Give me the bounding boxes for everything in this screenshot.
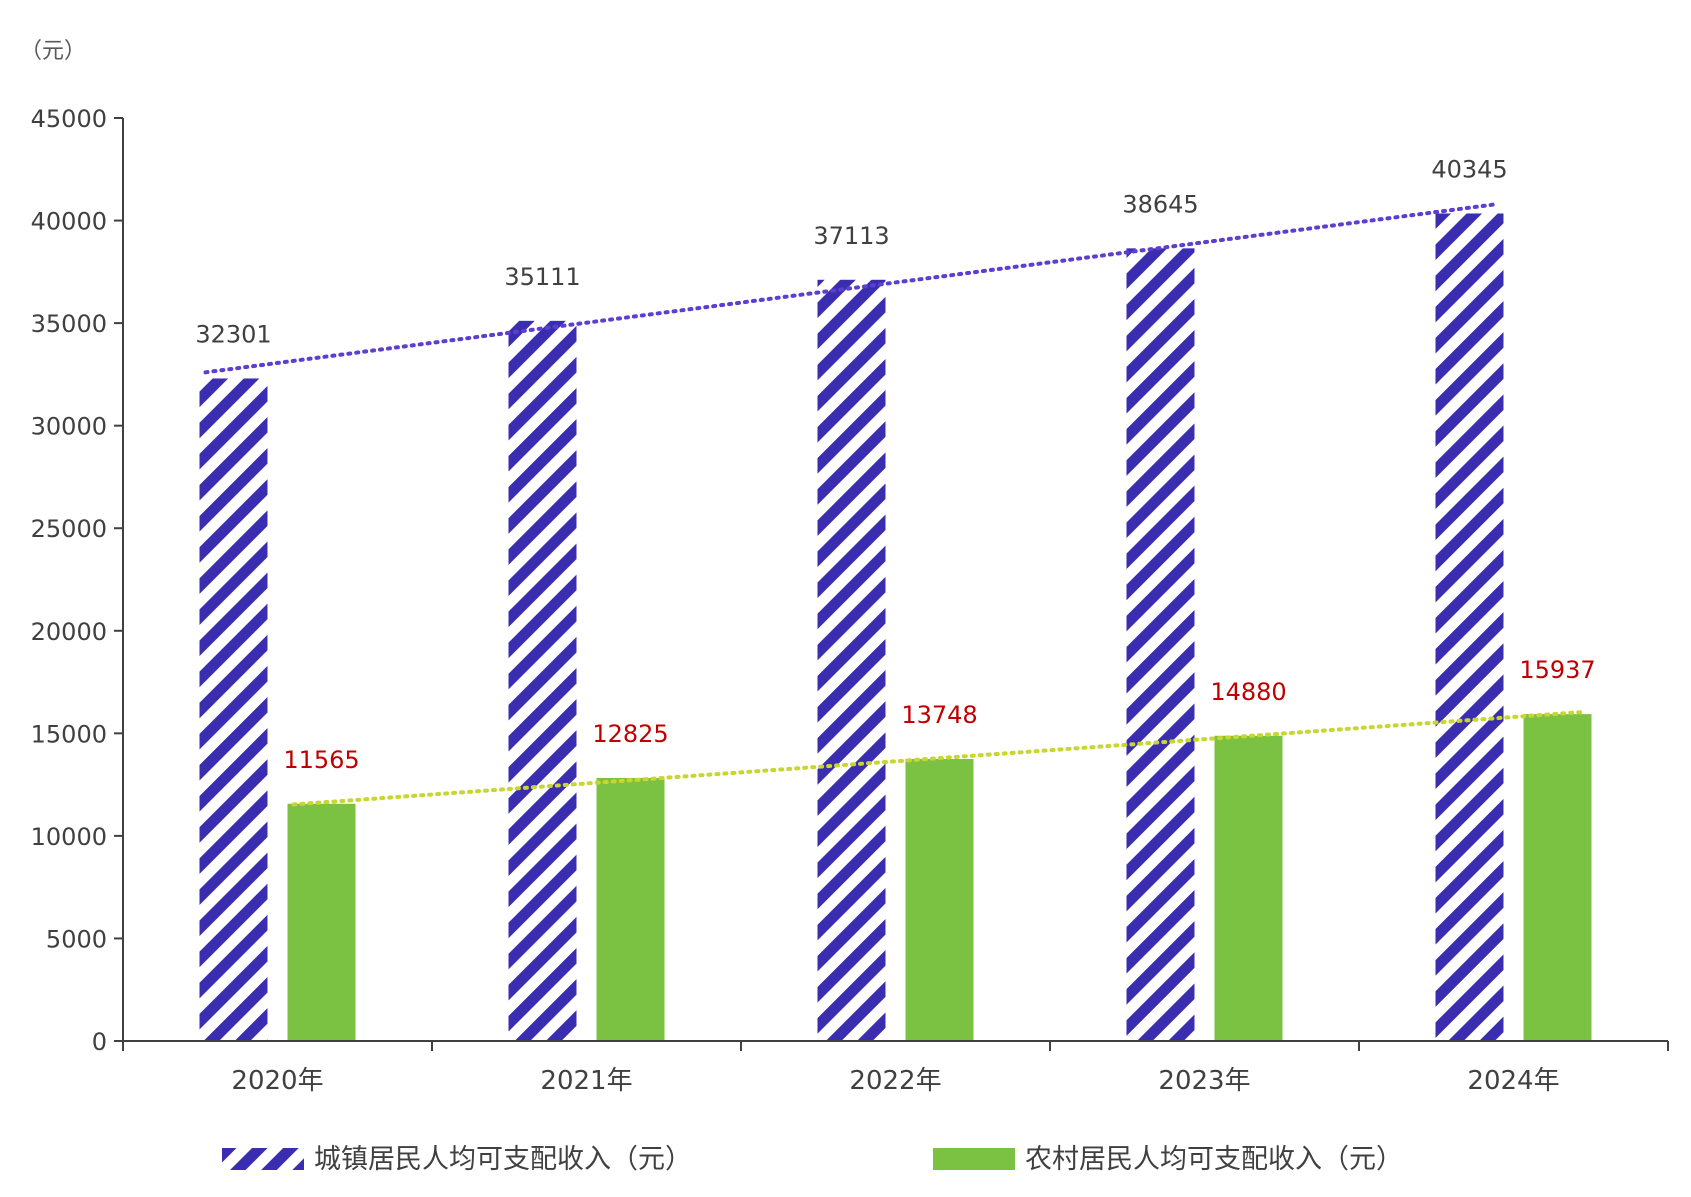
y-tick-label: 20000	[31, 618, 107, 646]
urban-income-bar	[508, 320, 577, 1042]
x-axis-labels: 2020年 2021年 2022年 2023年 2024年	[231, 1066, 1559, 1096]
y-axis-unit-label: （元）	[20, 39, 86, 64]
urban-income-bar	[1126, 248, 1195, 1041]
trendlines	[203, 202, 1588, 807]
rural-income-bar	[596, 777, 665, 1041]
y-tick-label: 15000	[31, 720, 107, 748]
y-tick-label: 25000	[31, 515, 107, 543]
x-category-label: 2021年	[540, 1066, 632, 1096]
value-labels: 32301 11565 35111 12825 37113 13748 38645 14880…	[195, 155, 1595, 773]
rural-value-label: 12825	[592, 720, 668, 748]
x-category-label: 2022年	[849, 1066, 941, 1096]
y-tick-label: 45000	[31, 105, 107, 133]
urban-income-bar	[1435, 213, 1504, 1041]
legend-urban-swatch	[222, 1148, 304, 1170]
rural-income-bar	[1214, 735, 1283, 1041]
x-category-label: 2024年	[1467, 1066, 1559, 1096]
urban-value-label: 38645	[1122, 190, 1198, 218]
rural-value-label: 14880	[1210, 678, 1286, 706]
urban-value-label: 35111	[504, 263, 580, 291]
urban-income-bar	[199, 378, 268, 1042]
x-category-label: 2020年	[231, 1066, 323, 1096]
urban-value-label: 40345	[1431, 155, 1507, 183]
rural-value-label: 11565	[283, 746, 359, 774]
rural-trendline	[291, 709, 1588, 807]
y-tick-label: 30000	[31, 413, 107, 441]
urban-value-label: 32301	[195, 320, 271, 348]
axes	[122, 118, 1669, 1051]
urban-value-label: 37113	[813, 222, 889, 250]
legend-urban-label: 城镇居民人均可支配收入（元）	[314, 1144, 692, 1175]
legend-rural-label: 农村居民人均可支配收入（元）	[1025, 1144, 1403, 1175]
rural-value-label: 15937	[1519, 656, 1595, 684]
legend: 城镇居民人均可支配收入（元） 农村居民人均可支配收入（元）	[222, 1144, 1403, 1175]
rural-value-label: 13748	[901, 701, 977, 729]
y-tick-label: 40000	[31, 208, 107, 236]
y-axis-ticks: 0 5000 10000 15000 20000 25000 30000 35000 40000…	[31, 105, 123, 1056]
legend-rural-swatch	[933, 1148, 1015, 1170]
y-tick-label: 35000	[31, 310, 107, 338]
bars	[199, 213, 1592, 1042]
rural-income-bar	[287, 803, 356, 1041]
y-tick-label: 0	[92, 1028, 107, 1056]
rural-income-bar	[905, 759, 974, 1041]
y-tick-label: 10000	[31, 823, 107, 851]
urban-trendline	[203, 202, 1500, 375]
x-category-label: 2023年	[1158, 1066, 1250, 1096]
urban-income-bar	[817, 279, 886, 1041]
rural-income-bar	[1523, 714, 1592, 1041]
y-tick-label: 5000	[46, 925, 107, 953]
